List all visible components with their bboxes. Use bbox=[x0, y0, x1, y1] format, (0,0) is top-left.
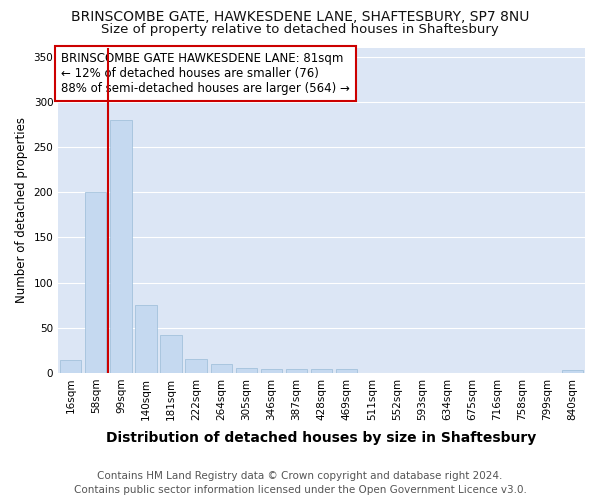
Bar bbox=[336, 370, 358, 373]
Bar bbox=[60, 360, 82, 373]
Bar bbox=[311, 370, 332, 373]
Y-axis label: Number of detached properties: Number of detached properties bbox=[15, 117, 28, 303]
Text: BRINSCOMBE GATE, HAWKESDENE LANE, SHAFTESBURY, SP7 8NU: BRINSCOMBE GATE, HAWKESDENE LANE, SHAFTE… bbox=[71, 10, 529, 24]
Text: BRINSCOMBE GATE HAWKESDENE LANE: 81sqm
← 12% of detached houses are smaller (76): BRINSCOMBE GATE HAWKESDENE LANE: 81sqm ←… bbox=[61, 52, 350, 96]
X-axis label: Distribution of detached houses by size in Shaftesbury: Distribution of detached houses by size … bbox=[106, 431, 537, 445]
Text: Contains HM Land Registry data © Crown copyright and database right 2024.
Contai: Contains HM Land Registry data © Crown c… bbox=[74, 471, 526, 495]
Text: Size of property relative to detached houses in Shaftesbury: Size of property relative to detached ho… bbox=[101, 22, 499, 36]
Bar bbox=[85, 192, 106, 373]
Bar bbox=[136, 305, 157, 373]
Bar bbox=[211, 364, 232, 373]
Bar bbox=[236, 368, 257, 373]
Bar bbox=[261, 370, 282, 373]
Bar bbox=[185, 360, 207, 373]
Bar bbox=[160, 335, 182, 373]
Bar bbox=[110, 120, 131, 373]
Bar bbox=[286, 370, 307, 373]
Bar bbox=[562, 370, 583, 373]
